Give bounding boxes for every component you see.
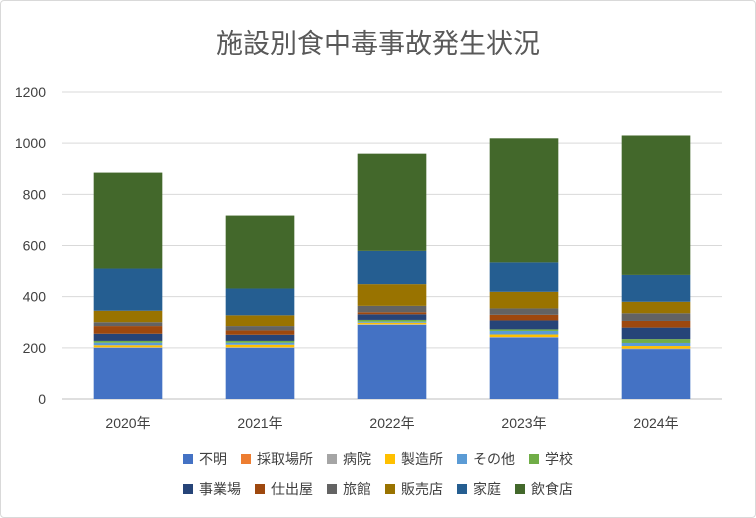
bar-旅館-2020年 [93,322,163,327]
legend-label: 学校 [545,451,573,468]
legend-label: 不明 [199,452,227,468]
legend-label: 事業場 [199,482,241,498]
bar-仕出屋-2021年 [225,330,295,335]
legend-swatch-製造所 [385,454,395,464]
legend-label: 家庭 [473,481,501,498]
legend-swatch-採取場所 [241,454,251,464]
bar-仕出屋-2020年 [93,326,163,334]
bar-不明-2024年 [621,349,691,399]
legend-swatch-学校 [529,454,539,464]
y-tick-label: 1000 [15,135,46,151]
bar-不明-2020年 [93,347,163,399]
legend-swatch-旅館 [327,484,337,494]
bar-学校-2024年 [621,339,691,343]
bar-その他-2020年 [93,342,163,346]
legend-swatch-仕出屋 [255,484,265,494]
bar-仕出屋-2023年 [489,314,559,321]
bar-学校-2021年 [225,340,295,343]
bar-病院-2023年 [489,337,559,338]
bar-仕出屋-2024年 [621,320,691,328]
legend-label: 仕出屋 [271,482,313,498]
bar-学校-2020年 [93,340,163,343]
bar-病院-2020年 [93,347,163,348]
legend-label: 旅館 [343,481,371,498]
y-tick-label: 400 [23,289,47,305]
bar-製造所-2020年 [93,345,163,348]
y-tick-label: 0 [38,391,46,407]
bar-製造所-2024年 [621,346,691,349]
bar-病院-2021年 [225,347,295,348]
x-tick-label: 2023年 [501,415,546,431]
bar-飲食店-2020年 [93,172,163,269]
x-tick-label: 2024年 [633,415,678,431]
legend-label: 病院 [343,452,371,468]
y-tick-label: 800 [23,186,47,202]
bar-販売店-2021年 [225,315,295,327]
bar-家庭-2021年 [225,288,295,316]
legend-swatch-家庭 [457,484,467,494]
legend-swatch-その他 [457,454,467,464]
bar-飲食店-2021年 [225,215,295,289]
bar-旅館-2021年 [225,326,295,331]
bar-事業場-2021年 [225,334,295,341]
y-axis-ticks: 0 200 400 600 800 1000 1200 [15,84,46,407]
bar-旅館-2023年 [489,308,559,315]
bar-仕出屋-2022年 [357,312,427,315]
bar-旅館-2022年 [357,305,427,313]
bar-病院-2024年 [621,348,691,350]
bar-その他-2022年 [357,321,427,323]
bar-事業場-2024年 [621,327,691,340]
bar-家庭-2020年 [93,268,163,311]
bar-事業場-2020年 [93,333,163,341]
bar-事業場-2023年 [489,320,559,330]
legend-label: その他 [473,452,515,468]
bar-病院-2022年 [357,324,427,325]
bar-飲食店-2022年 [357,153,427,251]
bar-事業場-2022年 [357,314,427,320]
legend-swatch-病院 [327,454,337,464]
bar-飲食店-2024年 [621,135,691,275]
y-tick-label: 200 [23,340,47,356]
bar-販売店-2023年 [489,291,559,309]
bar-学校-2023年 [489,329,559,331]
bar-販売店-2020年 [93,310,163,323]
legend-label: 販売店 [401,482,443,498]
legend-swatch-飲食店 [515,484,525,494]
legend-swatch-事業場 [183,484,193,494]
bar-家庭-2023年 [489,262,559,292]
bar-販売店-2024年 [621,301,691,314]
legend-swatch-不明 [183,454,193,464]
bar-製造所-2022年 [357,322,427,325]
x-tick-label: 2021年 [237,415,282,431]
bar-学校-2022年 [357,319,427,322]
bar-販売店-2022年 [357,284,427,306]
bar-製造所-2023年 [489,334,559,338]
x-tick-label: 2020年 [105,415,150,431]
bar-家庭-2022年 [357,250,427,285]
bar-不明-2021年 [225,347,295,399]
bar-不明-2022年 [357,324,427,399]
chart-title: 施設別食中毒事故発生状況 [216,29,540,60]
bar-製造所-2021年 [225,344,295,348]
bar-その他-2021年 [225,342,295,345]
bar-旅館-2024年 [621,313,691,321]
bar-家庭-2024年 [621,274,691,302]
bar-不明-2023年 [489,337,559,399]
bars [93,135,691,399]
legend-label: 製造所 [401,452,443,468]
bar-その他-2023年 [489,330,559,335]
x-tick-label: 2022年 [369,415,414,431]
legend-label: 飲食店 [531,481,573,498]
legend-label: 採取場所 [257,452,313,468]
y-tick-label: 1200 [15,84,46,100]
legend-swatch-販売店 [385,484,395,494]
bar-飲食店-2023年 [489,138,559,263]
x-axis-ticks: 2020年 2021年 2022年 2023年 2024年 [105,415,678,431]
y-tick-label: 600 [23,238,47,254]
bar-その他-2024年 [621,342,691,347]
